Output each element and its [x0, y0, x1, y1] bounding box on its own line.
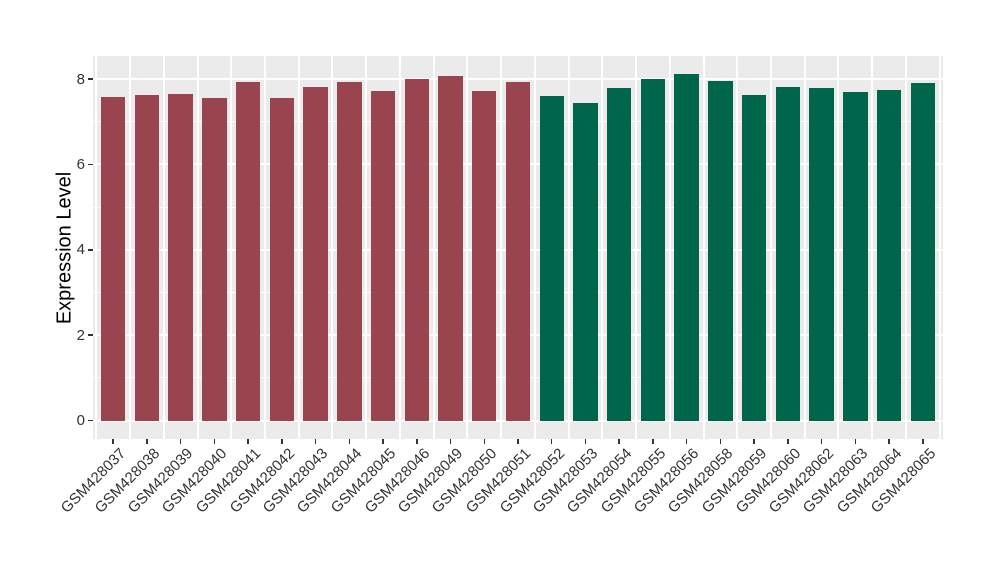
bar-GSM428040 — [202, 97, 227, 421]
bar-GSM428059 — [741, 95, 767, 421]
vertical-gridline — [837, 56, 840, 439]
x-tick-mark — [382, 439, 384, 444]
x-tick-mark — [820, 439, 823, 444]
bar-GSM428058 — [708, 80, 733, 421]
bar-GSM428062 — [809, 87, 834, 421]
bar-GSM428052 — [539, 96, 564, 421]
x-tick-mark — [618, 439, 620, 444]
vertical-gridline — [938, 56, 941, 439]
x-tick-mark — [550, 439, 553, 444]
vertical-gridline — [567, 56, 570, 439]
x-tick-mark — [247, 439, 249, 444]
vertical-gridline — [702, 56, 705, 439]
bar-GSM428064 — [876, 89, 902, 421]
x-tick-mark — [517, 439, 519, 444]
x-tick-mark — [213, 439, 216, 444]
bar-GSM428065 — [910, 83, 935, 421]
vertical-gridline — [196, 56, 199, 439]
x-tick-mark — [348, 439, 351, 444]
y-tick-mark — [88, 78, 93, 80]
vertical-gridline — [297, 56, 300, 439]
vertical-gridline — [601, 56, 604, 439]
vertical-gridline — [871, 56, 874, 439]
vertical-gridline — [230, 56, 233, 439]
vertical-gridline — [500, 56, 503, 439]
bar-GSM428060 — [775, 87, 801, 421]
y-tick-label: 4 — [76, 241, 85, 259]
x-tick-mark — [753, 439, 755, 444]
bar-GSM428046 — [404, 79, 430, 421]
x-tick-mark — [449, 439, 452, 444]
x-tick-mark — [685, 439, 688, 444]
x-tick-mark — [584, 439, 587, 444]
bar-GSM428049 — [438, 76, 463, 421]
vertical-gridline — [635, 56, 638, 439]
vertical-gridline — [398, 56, 401, 439]
x-tick-mark — [179, 439, 182, 444]
vertical-gridline — [769, 56, 772, 439]
y-tick-label: 6 — [76, 155, 85, 173]
vertical-gridline — [129, 56, 132, 439]
vertical-gridline — [803, 56, 806, 439]
x-tick-mark — [854, 439, 857, 444]
major-gridline — [93, 419, 943, 422]
bar-GSM428041 — [235, 81, 261, 421]
bar-GSM428045 — [370, 90, 396, 421]
plot-panel — [93, 56, 943, 439]
bar-GSM428055 — [640, 79, 666, 421]
bar-GSM428037 — [101, 96, 126, 421]
vertical-gridline — [533, 56, 536, 439]
vertical-gridline — [432, 56, 435, 439]
bar-GSM428043 — [303, 86, 328, 421]
vertical-gridline — [736, 56, 739, 439]
bar-GSM428063 — [843, 91, 868, 421]
vertical-gridline — [904, 56, 907, 439]
x-tick-mark — [652, 439, 654, 444]
bar-GSM428050 — [472, 91, 497, 421]
bar-GSM428042 — [269, 98, 295, 421]
vertical-gridline — [466, 56, 469, 439]
bar-GSM428053 — [573, 103, 598, 421]
y-tick-label: 8 — [76, 70, 85, 88]
x-tick-mark — [719, 439, 722, 444]
bar-GSM428039 — [168, 93, 193, 421]
bar-GSM428051 — [505, 82, 531, 421]
y-tick-mark — [88, 334, 93, 336]
y-tick-mark — [88, 163, 93, 166]
x-tick-mark — [888, 439, 890, 444]
vertical-gridline — [365, 56, 368, 439]
vertical-gridline — [668, 56, 671, 439]
bar-GSM428054 — [606, 88, 632, 421]
vertical-gridline — [95, 56, 98, 439]
vertical-gridline — [162, 56, 165, 439]
x-tick-mark — [787, 439, 789, 444]
y-tick-mark — [88, 249, 93, 251]
x-tick-mark — [416, 439, 418, 444]
y-tick-mark — [88, 419, 93, 422]
major-gridline — [93, 78, 943, 81]
x-tick-mark — [483, 439, 486, 444]
bar-GSM428056 — [674, 74, 699, 421]
bar-GSM428044 — [337, 82, 362, 421]
x-tick-mark — [281, 439, 283, 444]
x-tick-mark — [922, 439, 924, 444]
y-tick-label: 0 — [76, 412, 85, 430]
x-tick-mark — [146, 439, 148, 444]
bar-GSM428038 — [134, 95, 160, 421]
x-tick-mark — [314, 439, 317, 444]
x-tick-mark — [112, 439, 114, 444]
vertical-gridline — [264, 56, 267, 439]
vertical-gridline — [331, 56, 334, 439]
y-tick-label: 2 — [76, 326, 85, 344]
